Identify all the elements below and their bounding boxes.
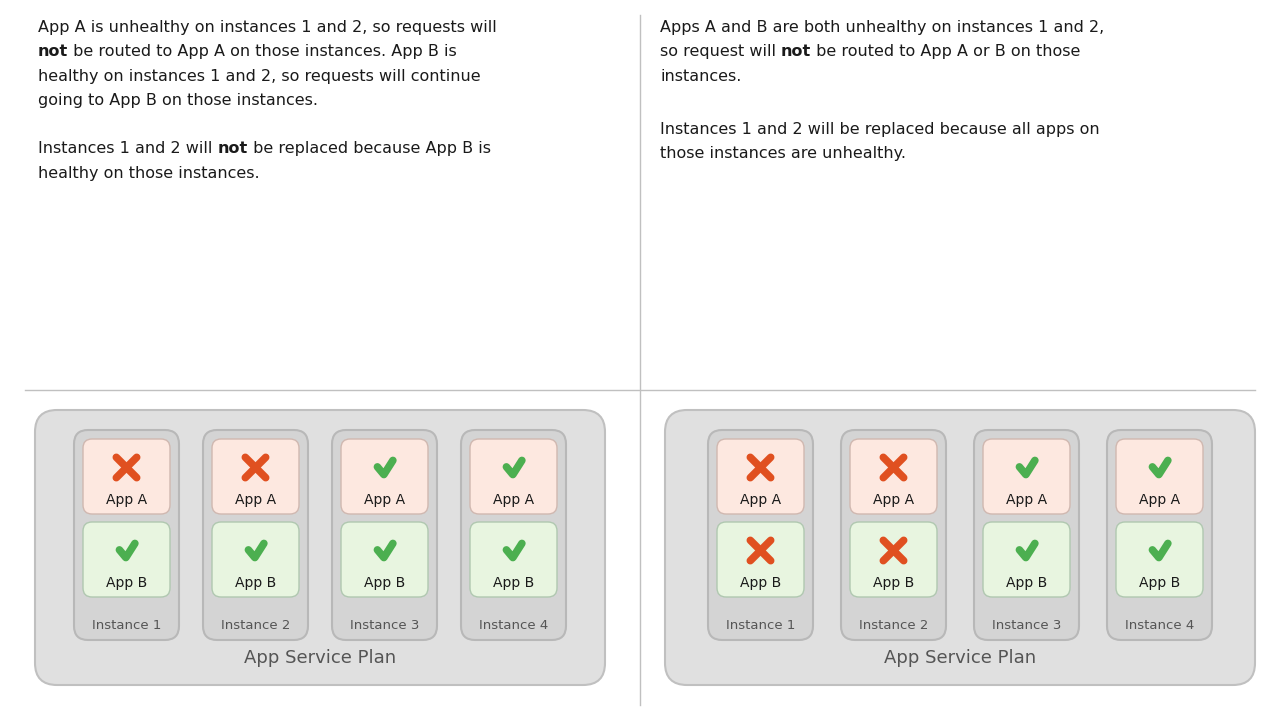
Text: Instance 2: Instance 2	[221, 619, 291, 632]
Text: App B: App B	[1006, 576, 1047, 590]
FancyBboxPatch shape	[83, 522, 170, 597]
Text: be routed to App A on those instances. App B is: be routed to App A on those instances. A…	[68, 44, 457, 59]
Text: be replaced because App B is: be replaced because App B is	[248, 141, 490, 156]
Text: App B: App B	[873, 576, 914, 590]
Text: Instance 1: Instance 1	[92, 619, 161, 632]
FancyBboxPatch shape	[461, 430, 566, 640]
FancyBboxPatch shape	[983, 522, 1070, 597]
Text: not: not	[38, 44, 68, 59]
Text: so request will: so request will	[660, 44, 781, 59]
Text: be routed to App A or B on those: be routed to App A or B on those	[812, 44, 1080, 59]
Text: Instance 3: Instance 3	[992, 619, 1061, 632]
Text: instances.: instances.	[660, 68, 741, 84]
Text: App A: App A	[364, 493, 404, 507]
Text: App A: App A	[1006, 493, 1047, 507]
FancyBboxPatch shape	[974, 430, 1079, 640]
Text: App A is unhealthy on instances 1 and 2, so requests will: App A is unhealthy on instances 1 and 2,…	[38, 20, 497, 35]
Text: those instances are unhealthy.: those instances are unhealthy.	[660, 146, 906, 161]
FancyBboxPatch shape	[74, 430, 179, 640]
Text: healthy on instances 1 and 2, so requests will continue: healthy on instances 1 and 2, so request…	[38, 68, 480, 84]
Text: Instances 1 and 2 will be replaced because all apps on: Instances 1 and 2 will be replaced becau…	[660, 122, 1100, 137]
Text: Instance 4: Instance 4	[1125, 619, 1194, 632]
Text: Instances 1 and 2 will: Instances 1 and 2 will	[38, 141, 218, 156]
FancyBboxPatch shape	[850, 439, 937, 514]
FancyBboxPatch shape	[83, 439, 170, 514]
FancyBboxPatch shape	[470, 522, 557, 597]
Text: not: not	[218, 141, 248, 156]
FancyBboxPatch shape	[1107, 430, 1212, 640]
FancyBboxPatch shape	[35, 410, 605, 685]
Text: Instance 4: Instance 4	[479, 619, 548, 632]
Text: App B: App B	[106, 576, 147, 590]
Text: Instance 1: Instance 1	[726, 619, 795, 632]
Text: App Service Plan: App Service Plan	[884, 649, 1036, 667]
Text: App B: App B	[234, 576, 276, 590]
Text: App A: App A	[740, 493, 781, 507]
Text: App Service Plan: App Service Plan	[244, 649, 396, 667]
FancyBboxPatch shape	[340, 439, 428, 514]
FancyBboxPatch shape	[212, 522, 300, 597]
Text: going to App B on those instances.: going to App B on those instances.	[38, 93, 317, 108]
FancyBboxPatch shape	[983, 439, 1070, 514]
Text: Apps A and B are both unhealthy on instances 1 and 2,: Apps A and B are both unhealthy on insta…	[660, 20, 1105, 35]
FancyBboxPatch shape	[204, 430, 308, 640]
Text: App B: App B	[740, 576, 781, 590]
Text: App B: App B	[493, 576, 534, 590]
FancyBboxPatch shape	[708, 430, 813, 640]
Text: Instance 3: Instance 3	[349, 619, 419, 632]
Text: not: not	[781, 44, 812, 59]
FancyBboxPatch shape	[1116, 522, 1203, 597]
FancyBboxPatch shape	[717, 522, 804, 597]
Text: App A: App A	[236, 493, 276, 507]
Text: App B: App B	[1139, 576, 1180, 590]
FancyBboxPatch shape	[212, 439, 300, 514]
FancyBboxPatch shape	[340, 522, 428, 597]
Text: App A: App A	[873, 493, 914, 507]
FancyBboxPatch shape	[717, 439, 804, 514]
FancyBboxPatch shape	[841, 430, 946, 640]
Text: Instance 2: Instance 2	[859, 619, 928, 632]
Text: App A: App A	[1139, 493, 1180, 507]
FancyBboxPatch shape	[666, 410, 1254, 685]
FancyBboxPatch shape	[470, 439, 557, 514]
Text: App A: App A	[493, 493, 534, 507]
FancyBboxPatch shape	[850, 522, 937, 597]
FancyBboxPatch shape	[332, 430, 436, 640]
Text: healthy on those instances.: healthy on those instances.	[38, 166, 260, 181]
FancyBboxPatch shape	[1116, 439, 1203, 514]
Text: App B: App B	[364, 576, 406, 590]
Text: App A: App A	[106, 493, 147, 507]
